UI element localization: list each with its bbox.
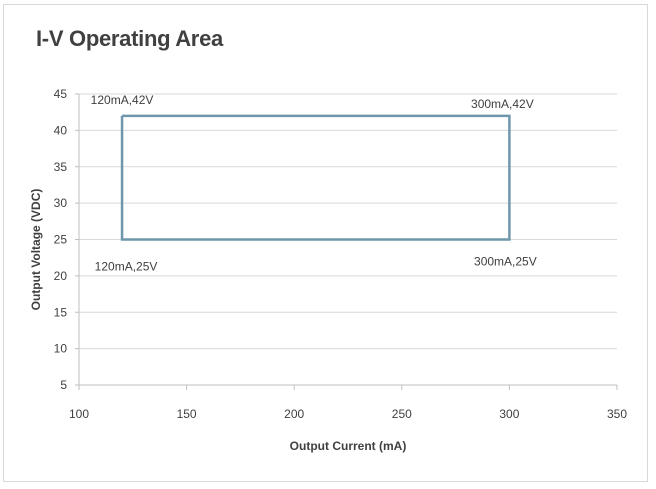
y-tick-label: 15 bbox=[54, 305, 68, 319]
y-tick-label: 5 bbox=[60, 378, 67, 392]
chart-title: I-V Operating Area bbox=[36, 26, 223, 51]
data-label: 300mA,25V bbox=[474, 255, 537, 269]
y-tick-label: 20 bbox=[54, 269, 68, 283]
x-tick-label: 300 bbox=[499, 407, 519, 421]
y-axis-title: Output Voltage (VDC) bbox=[29, 189, 43, 311]
annotations: 120mA,42V 300mA,42V 120mA,25V 300mA,25V bbox=[91, 93, 537, 274]
x-tick-label: 150 bbox=[177, 407, 197, 421]
y-tick-label: 30 bbox=[54, 196, 68, 210]
y-tick-label: 35 bbox=[54, 160, 68, 174]
x-tick-label: 350 bbox=[607, 407, 627, 421]
y-tick-label: 25 bbox=[54, 233, 68, 247]
series-layer bbox=[120, 114, 511, 241]
y-tick-label: 10 bbox=[54, 342, 68, 356]
axes bbox=[75, 93, 618, 390]
y-tick-label: 45 bbox=[54, 87, 68, 101]
x-tick-label: 200 bbox=[284, 407, 304, 421]
y-tick-label: 40 bbox=[54, 123, 68, 137]
chart-frame bbox=[3, 4, 648, 482]
data-label: 300mA,42V bbox=[471, 97, 534, 111]
series-line bbox=[120, 114, 511, 241]
tick-labels: 5 10 15 20 25 30 35 40 45 100 150 200 250 300 350 bbox=[54, 87, 628, 421]
data-label: 120mA,42V bbox=[91, 93, 154, 107]
gridlines bbox=[79, 93, 617, 350]
x-tick-label: 250 bbox=[392, 407, 412, 421]
data-label: 120mA,25V bbox=[95, 260, 158, 274]
x-axis-title: Output Current (mA) bbox=[290, 439, 407, 453]
x-tick-label: 100 bbox=[69, 407, 89, 421]
